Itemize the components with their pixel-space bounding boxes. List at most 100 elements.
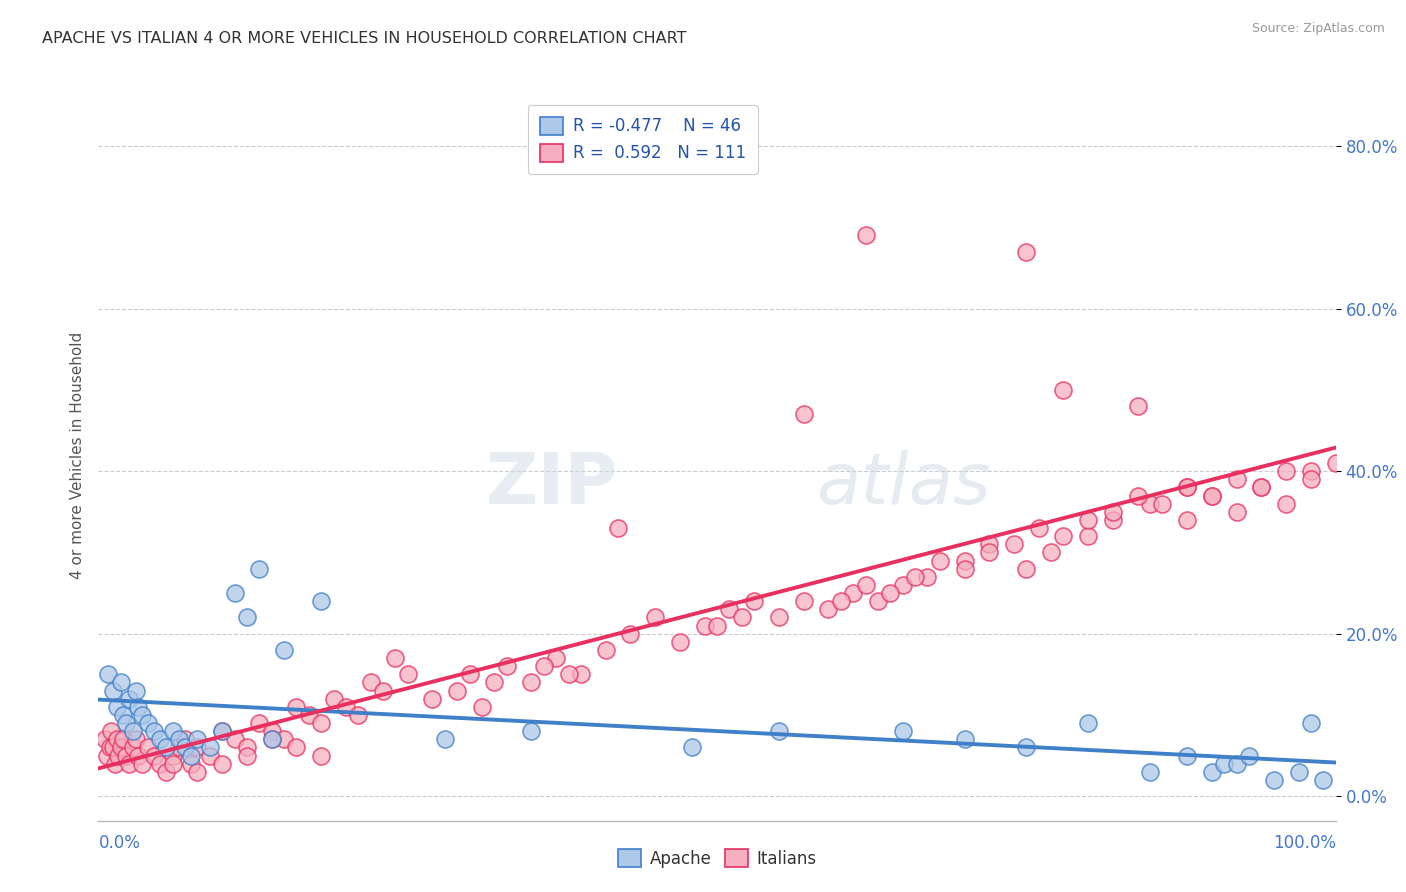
- Point: [1275, 497, 1298, 511]
- Point: [155, 764, 177, 779]
- Point: [174, 740, 197, 755]
- Point: [495, 659, 517, 673]
- Point: [1040, 545, 1063, 559]
- Text: Source: ZipAtlas.com: Source: ZipAtlas.com: [1251, 22, 1385, 36]
- Point: [180, 756, 202, 771]
- Point: [211, 724, 233, 739]
- Point: [360, 675, 382, 690]
- Point: [131, 708, 153, 723]
- Point: [371, 683, 394, 698]
- Point: [879, 586, 901, 600]
- Point: [211, 724, 233, 739]
- Point: [830, 594, 852, 608]
- Text: ZIP: ZIP: [486, 450, 619, 518]
- Point: [533, 659, 555, 673]
- Point: [1213, 756, 1236, 771]
- Point: [928, 553, 950, 567]
- Point: [1002, 537, 1025, 551]
- Point: [768, 610, 790, 624]
- Point: [247, 716, 270, 731]
- Point: [669, 635, 692, 649]
- Point: [322, 691, 344, 706]
- Text: 0.0%: 0.0%: [98, 834, 141, 852]
- Point: [1077, 529, 1099, 543]
- Point: [1028, 521, 1050, 535]
- Point: [198, 748, 221, 763]
- Point: [309, 594, 332, 608]
- Point: [1052, 529, 1074, 543]
- Point: [520, 675, 543, 690]
- Point: [298, 708, 321, 723]
- Point: [953, 553, 976, 567]
- Point: [347, 708, 370, 723]
- Point: [247, 562, 270, 576]
- Point: [96, 748, 118, 763]
- Point: [1052, 383, 1074, 397]
- Point: [891, 724, 914, 739]
- Point: [112, 732, 135, 747]
- Point: [1175, 480, 1198, 494]
- Point: [768, 724, 790, 739]
- Point: [384, 651, 406, 665]
- Point: [335, 699, 357, 714]
- Point: [162, 748, 184, 763]
- Point: [236, 740, 259, 755]
- Point: [1102, 505, 1125, 519]
- Point: [236, 610, 259, 624]
- Point: [309, 748, 332, 763]
- Point: [619, 626, 641, 640]
- Point: [98, 740, 121, 755]
- Point: [260, 732, 283, 747]
- Point: [110, 675, 132, 690]
- Point: [1226, 756, 1249, 771]
- Point: [103, 683, 125, 698]
- Point: [127, 699, 149, 714]
- Point: [1126, 489, 1149, 503]
- Point: [112, 708, 135, 723]
- Point: [122, 724, 145, 739]
- Point: [186, 764, 208, 779]
- Point: [211, 756, 233, 771]
- Point: [817, 602, 839, 616]
- Text: 100.0%: 100.0%: [1272, 834, 1336, 852]
- Point: [607, 521, 630, 535]
- Point: [458, 667, 481, 681]
- Point: [569, 667, 592, 681]
- Point: [155, 740, 177, 755]
- Point: [520, 724, 543, 739]
- Point: [1226, 505, 1249, 519]
- Point: [742, 594, 765, 608]
- Point: [143, 724, 166, 739]
- Point: [904, 570, 927, 584]
- Point: [1299, 464, 1322, 478]
- Point: [1152, 497, 1174, 511]
- Point: [396, 667, 419, 681]
- Point: [855, 228, 877, 243]
- Point: [260, 732, 283, 747]
- Point: [1312, 772, 1334, 787]
- Text: APACHE VS ITALIAN 4 OR MORE VEHICLES IN HOUSEHOLD CORRELATION CHART: APACHE VS ITALIAN 4 OR MORE VEHICLES IN …: [42, 31, 686, 46]
- Point: [471, 699, 494, 714]
- Text: atlas: atlas: [815, 450, 991, 518]
- Point: [124, 683, 146, 698]
- Legend: Apache, Italians: Apache, Italians: [612, 842, 823, 874]
- Point: [167, 740, 190, 755]
- Point: [186, 732, 208, 747]
- Point: [285, 699, 308, 714]
- Point: [979, 537, 1001, 551]
- Point: [136, 740, 159, 755]
- Point: [1299, 716, 1322, 731]
- Y-axis label: 4 or more Vehicles in Household: 4 or more Vehicles in Household: [69, 331, 84, 579]
- Point: [1175, 748, 1198, 763]
- Point: [1201, 489, 1223, 503]
- Point: [97, 667, 120, 681]
- Point: [309, 716, 332, 731]
- Point: [114, 748, 136, 763]
- Point: [718, 602, 741, 616]
- Point: [143, 748, 166, 763]
- Point: [122, 740, 145, 755]
- Point: [198, 740, 221, 755]
- Point: [1015, 562, 1038, 576]
- Point: [1015, 244, 1038, 259]
- Point: [1201, 489, 1223, 503]
